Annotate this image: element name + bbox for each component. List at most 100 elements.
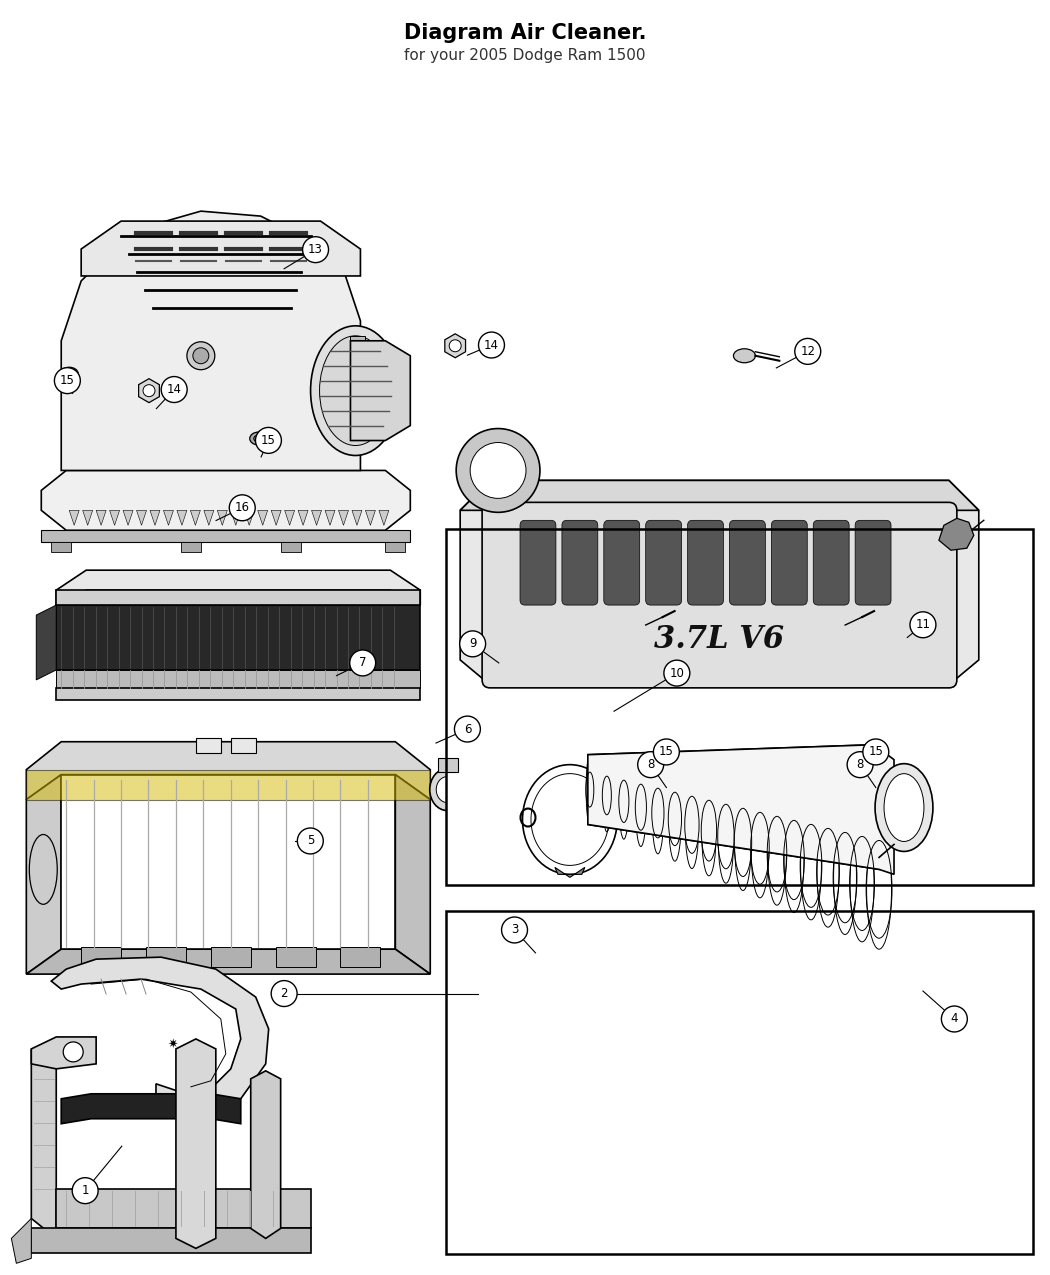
Circle shape xyxy=(297,827,323,854)
Polygon shape xyxy=(460,481,979,510)
Ellipse shape xyxy=(319,335,392,445)
Text: ✷: ✷ xyxy=(168,1038,178,1051)
Text: 14: 14 xyxy=(167,382,182,397)
Circle shape xyxy=(449,340,461,352)
Polygon shape xyxy=(554,867,585,877)
Polygon shape xyxy=(164,510,173,525)
Ellipse shape xyxy=(436,776,458,802)
Ellipse shape xyxy=(734,349,755,362)
Polygon shape xyxy=(257,510,268,525)
Bar xyxy=(81,947,121,968)
Ellipse shape xyxy=(832,620,843,626)
Polygon shape xyxy=(69,510,79,525)
Ellipse shape xyxy=(29,834,58,904)
Polygon shape xyxy=(338,510,349,525)
FancyBboxPatch shape xyxy=(482,502,957,688)
Polygon shape xyxy=(26,770,430,799)
Ellipse shape xyxy=(523,765,617,875)
Polygon shape xyxy=(41,470,411,530)
Polygon shape xyxy=(150,510,160,525)
Circle shape xyxy=(664,660,690,686)
Polygon shape xyxy=(37,606,57,680)
Text: for your 2005 Dodge Ram 1500: for your 2005 Dodge Ram 1500 xyxy=(404,47,646,62)
Polygon shape xyxy=(176,510,187,525)
Polygon shape xyxy=(61,775,396,949)
FancyBboxPatch shape xyxy=(520,520,555,606)
Text: 11: 11 xyxy=(916,618,930,631)
Polygon shape xyxy=(460,481,979,685)
Text: 15: 15 xyxy=(60,374,75,388)
Polygon shape xyxy=(251,1071,280,1238)
Ellipse shape xyxy=(819,644,830,652)
Bar xyxy=(51,542,71,552)
Ellipse shape xyxy=(429,769,465,811)
Circle shape xyxy=(229,495,255,520)
Circle shape xyxy=(302,237,329,263)
Polygon shape xyxy=(123,510,133,525)
FancyBboxPatch shape xyxy=(604,520,639,606)
Polygon shape xyxy=(298,510,308,525)
Bar xyxy=(196,738,220,752)
Text: 9: 9 xyxy=(469,638,477,650)
Circle shape xyxy=(479,332,504,358)
Polygon shape xyxy=(109,510,120,525)
Polygon shape xyxy=(57,1188,311,1228)
Circle shape xyxy=(942,1006,967,1031)
Polygon shape xyxy=(326,510,335,525)
Polygon shape xyxy=(588,745,894,875)
Polygon shape xyxy=(352,510,362,525)
Polygon shape xyxy=(379,510,388,525)
Ellipse shape xyxy=(632,620,644,626)
Bar xyxy=(211,947,251,968)
Bar xyxy=(385,542,405,552)
Polygon shape xyxy=(32,1049,57,1238)
Text: 15: 15 xyxy=(659,746,674,759)
Bar xyxy=(438,757,458,771)
Text: 6: 6 xyxy=(464,723,471,736)
Circle shape xyxy=(795,338,821,365)
Text: 1: 1 xyxy=(82,1184,89,1197)
Polygon shape xyxy=(312,510,321,525)
Circle shape xyxy=(63,1042,83,1062)
FancyBboxPatch shape xyxy=(730,520,765,606)
Polygon shape xyxy=(32,1037,97,1068)
Circle shape xyxy=(460,631,485,657)
Ellipse shape xyxy=(311,326,400,455)
Text: 15: 15 xyxy=(261,434,276,448)
Ellipse shape xyxy=(830,620,845,630)
Ellipse shape xyxy=(250,432,268,445)
Polygon shape xyxy=(204,510,214,525)
Polygon shape xyxy=(271,510,281,525)
Bar xyxy=(340,947,380,968)
FancyBboxPatch shape xyxy=(814,520,849,606)
Polygon shape xyxy=(26,775,61,974)
Circle shape xyxy=(863,740,888,765)
Bar xyxy=(181,542,201,552)
Polygon shape xyxy=(12,1219,32,1264)
Text: 14: 14 xyxy=(484,339,499,352)
Polygon shape xyxy=(57,688,420,700)
Ellipse shape xyxy=(815,641,834,654)
Circle shape xyxy=(470,442,526,499)
Circle shape xyxy=(456,428,540,513)
Polygon shape xyxy=(231,510,240,525)
FancyBboxPatch shape xyxy=(772,520,807,606)
Polygon shape xyxy=(83,510,92,525)
Bar xyxy=(57,606,420,669)
Text: Diagram Air Cleaner.: Diagram Air Cleaner. xyxy=(404,23,646,43)
Polygon shape xyxy=(32,1228,311,1253)
Polygon shape xyxy=(57,590,420,606)
Polygon shape xyxy=(61,212,360,470)
Circle shape xyxy=(910,612,936,638)
Circle shape xyxy=(193,348,209,363)
Polygon shape xyxy=(81,221,360,275)
Circle shape xyxy=(502,917,527,943)
Polygon shape xyxy=(245,510,254,525)
Text: 5: 5 xyxy=(307,834,314,848)
Circle shape xyxy=(143,385,155,397)
Circle shape xyxy=(637,752,664,778)
FancyBboxPatch shape xyxy=(688,520,723,606)
Text: 8: 8 xyxy=(857,759,864,771)
Text: 3.7L V6: 3.7L V6 xyxy=(654,625,784,655)
Polygon shape xyxy=(396,775,430,974)
